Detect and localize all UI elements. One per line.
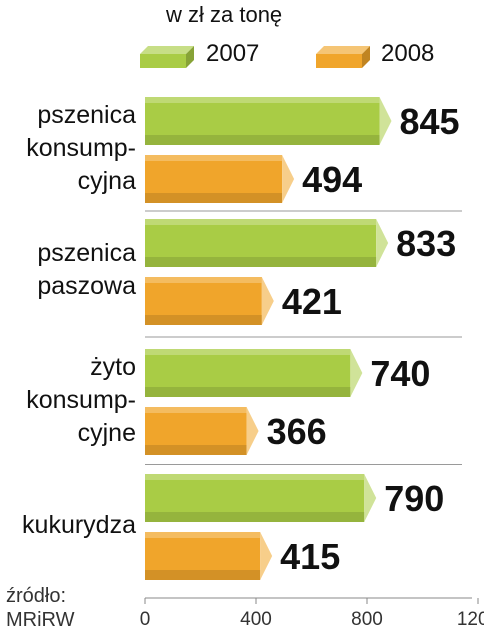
legend-label-2007: 2007 [206,40,260,67]
value-label-2008-cat-1: 421 [282,281,342,322]
value-label-2008-cat-3: 415 [280,536,340,577]
category-label-1: pszenica paszowa [37,237,136,303]
value-label-2007-cat-0: 845 [399,101,459,142]
value-label-2007-cat-2: 740 [370,353,430,394]
bar-2007-cat-1-shadow [145,257,377,267]
bar-2008-cat-2-tip [246,407,259,455]
bar-2008-cat-2-shadow [145,445,247,455]
legend-swatch-2007-side [186,46,194,68]
legend-swatch-2008-side [362,46,370,68]
bar-2008-cat-0-highlight [145,155,283,161]
x-tick-label-2: 800 [351,609,383,630]
bar-2007-cat-1-tip [376,219,389,267]
category-label-2: żyto konsump-cyjne [26,351,136,450]
category-label-line: konsump- [26,134,136,162]
category-label-line: konsump- [26,386,136,414]
legend-swatch-2008-top [316,46,370,54]
bar-2007-cat-2-tip [350,349,363,397]
category-label-line: cyjna [77,167,136,195]
source-note: źródło: MRiRW [6,584,75,632]
legend-swatch-2008 [316,54,362,68]
value-label-2007-cat-3: 790 [384,478,444,519]
bar-2007-cat-0-tip [379,97,392,145]
bar-2008-cat-0-shadow [145,193,283,203]
bar-2007-cat-0-shadow [145,135,380,145]
category-label-line: pszenica [37,239,136,267]
chart-subtitle: w zł za tonę [166,2,283,27]
bar-2008-cat-3-shadow [145,570,261,580]
bar-2008-cat-2-highlight [145,407,247,413]
category-label-line: cyjne [77,419,136,447]
bar-2008-cat-3-tip [260,532,273,580]
category-label-line: pszenica [37,101,136,129]
category-label-line: żyto [90,353,136,381]
value-label-2007-cat-1: 833 [396,223,456,264]
bar-2008-cat-1-tip [261,277,274,325]
legend-swatch-2007-top [140,46,194,54]
x-tick-label-0: 0 [140,609,151,630]
value-label-2008-cat-0: 494 [302,159,362,200]
x-tick-label-3: 1200 [457,609,484,630]
bar-2007-cat-3-tip [364,474,377,522]
bar-2007-cat-2-shadow [145,387,351,397]
category-label-0: pszenica konsump-cyjna [26,99,136,198]
x-tick-label-1: 400 [240,609,272,630]
category-label-line: paszowa [37,272,136,300]
source-label: źródło: [6,585,67,607]
bar-2008-cat-1-highlight [145,277,262,283]
category-label-3: kukurydza [22,509,136,542]
legend-label-2008: 2008 [381,40,435,67]
bar-2008-cat-1-shadow [145,315,262,325]
bar-2007-cat-2-highlight [145,349,351,355]
bar-2007-cat-3-highlight [145,474,365,480]
bar-2007-cat-3-shadow [145,512,365,522]
bar-2008-cat-3-highlight [145,532,261,538]
source-name: MRiRW [6,609,75,631]
category-label-line: kukurydza [22,511,136,539]
bar-2008-cat-0-tip [282,155,295,203]
value-label-2008-cat-2: 366 [267,411,327,452]
legend-swatch-2007 [140,54,186,68]
bar-2007-cat-0-highlight [145,97,380,103]
bar-2007-cat-1-highlight [145,219,377,225]
